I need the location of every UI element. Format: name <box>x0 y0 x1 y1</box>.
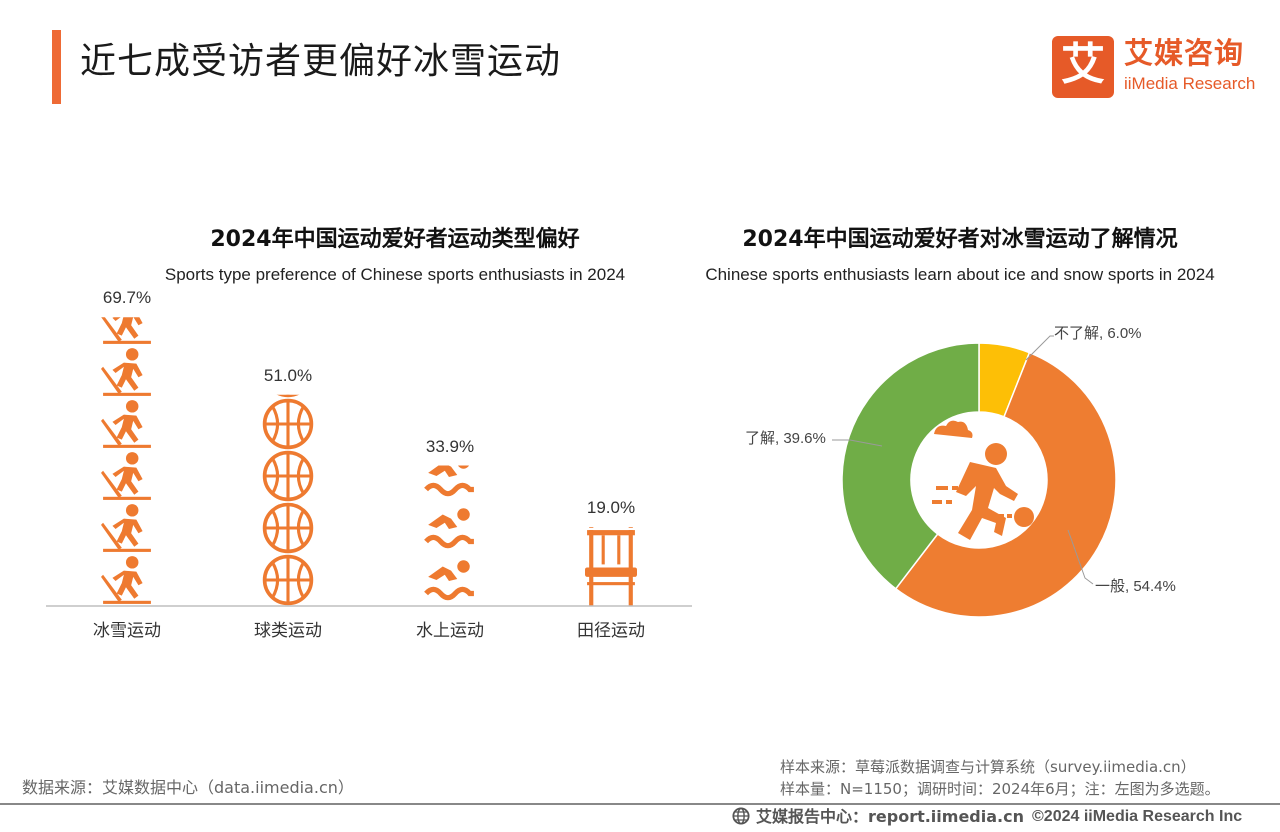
logo-mark-char: 艾 <box>1061 39 1105 90</box>
donut-label-understand: 了解, 39.6% <box>745 430 826 447</box>
bar-category-label: 水上运动 <box>416 621 484 641</box>
logo-mark <box>1052 36 1114 98</box>
bar-category-label: 冰雪运动 <box>93 621 161 641</box>
data-source: 数据来源：艾媒数据中心（data.iimedia.cn） <box>22 778 354 797</box>
bar-category-label: 球类运动 <box>254 621 322 641</box>
logo-english-name: iiMedia Research <box>1124 74 1256 93</box>
report-center-link[interactable]: 艾媒报告中心：report.iimedia.cn <box>756 807 1024 826</box>
donut-chart-title: 2024年中国运动爱好者对冰雪运动了解情况 <box>742 227 1178 252</box>
running-athlete-icon <box>932 420 1034 540</box>
sample-source: 样本来源：草莓派数据调查与计算系统（survey.iimedia.cn） <box>780 758 1196 776</box>
bar-category-label: 田径运动 <box>577 621 645 641</box>
copyright: ©2024 iiMedia Research Inc <box>1032 808 1243 825</box>
bar-value-label: 19.0% <box>586 498 636 518</box>
donut-slice <box>894 351 1117 618</box>
page-title: 近七成受访者更偏好冰雪运动 <box>80 41 562 82</box>
donut-chart <box>832 335 1117 618</box>
donut-label-not-understand: 不了解, 6.0% <box>1054 325 1142 342</box>
donut-slice <box>841 342 980 590</box>
bar-chart-subtitle: Sports type preference of Chinese sports… <box>164 265 626 284</box>
donut-leader-line <box>1067 529 1094 585</box>
bar-value-label: 33.9% <box>425 436 475 456</box>
sample-info: 样本量：N=1150；调研时间：2024年6月；注：左图为多选题。 <box>780 780 1220 798</box>
bar-value-label: 69.7% <box>102 288 152 308</box>
bar-chart <box>46 317 692 607</box>
title-accent-bar <box>52 30 61 104</box>
donut-leader-line <box>832 439 883 447</box>
bar-chart-title: 2024年中国运动爱好者运动类型偏好 <box>210 227 580 252</box>
donut-label-average: 一般, 54.4% <box>1095 578 1176 595</box>
globe-icon <box>732 807 750 825</box>
bar-basketball-icon <box>262 394 314 606</box>
donut-leader-line <box>1025 335 1054 361</box>
bar-value-label: 51.0% <box>263 365 313 385</box>
donut-chart-subtitle: Chinese sports enthusiasts learn about i… <box>705 265 1215 284</box>
iimedia-logo: 艾 艾媒咨询 iiMedia Research <box>1052 34 1262 98</box>
footer-divider <box>0 803 1280 805</box>
bar-hurdle-icon <box>585 527 637 606</box>
logo-chinese-name: 艾媒咨询 <box>1124 36 1245 70</box>
bar-skier-icon <box>101 317 151 604</box>
bar-swimmer-icon <box>426 456 474 597</box>
